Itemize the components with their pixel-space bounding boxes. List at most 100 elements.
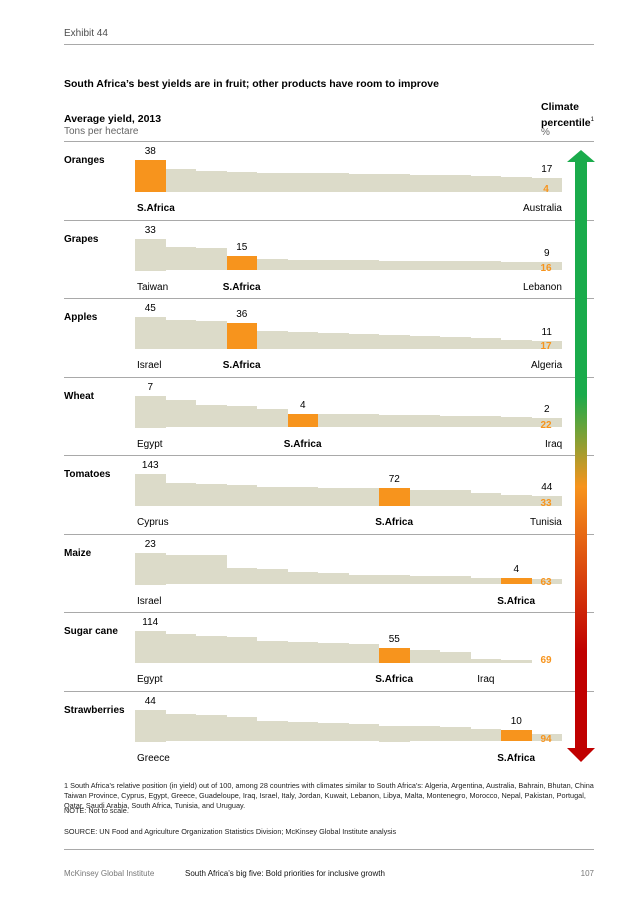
country-label: Iraq	[545, 438, 563, 450]
bar	[287, 331, 318, 349]
bar	[287, 642, 318, 663]
climate-unit-label: %	[541, 127, 550, 138]
country-label: Taiwan	[137, 281, 169, 293]
product-name: Maize	[64, 547, 92, 559]
section-divider	[64, 455, 594, 456]
climate-percentile-value: 94	[540, 733, 552, 745]
bar	[470, 577, 501, 585]
data-label: 2	[543, 404, 550, 416]
bar	[226, 716, 257, 742]
bar	[287, 413, 318, 428]
country-label: Cyprus	[137, 517, 169, 528]
bar	[318, 333, 349, 349]
bar	[135, 474, 166, 506]
bar	[379, 574, 410, 585]
bar	[348, 414, 379, 428]
data-label: 9	[543, 247, 550, 259]
bar	[501, 339, 532, 349]
section-divider	[64, 219, 594, 221]
bar	[135, 238, 166, 271]
country-label: S.Africa	[497, 595, 536, 607]
data-label: 7	[147, 381, 154, 393]
bar	[348, 259, 379, 271]
bar	[348, 488, 379, 506]
data-label: 44	[144, 695, 156, 707]
data-label: 143	[141, 460, 159, 471]
bar	[196, 483, 227, 506]
bar	[318, 173, 349, 192]
bar	[470, 176, 501, 192]
bar	[440, 175, 471, 192]
data-label: 4	[299, 399, 306, 411]
bar	[440, 336, 471, 349]
country-label: S.Africa	[283, 438, 322, 450]
bar	[196, 170, 227, 192]
bar	[318, 573, 349, 585]
section-divider	[64, 612, 594, 613]
bar	[318, 487, 349, 506]
climate-percentile-label: Climate percentile1	[541, 101, 611, 130]
country-label: Lebanon	[523, 281, 562, 293]
climate-percentile-value: 69	[540, 655, 552, 666]
country-label: Egypt	[137, 438, 163, 450]
footer-publisher: McKinsey Global Institute	[64, 869, 155, 878]
bar	[226, 406, 257, 428]
bar	[226, 636, 257, 663]
product-name: Sugar cane	[64, 626, 118, 637]
product-name: Apples	[64, 312, 98, 323]
climate-footnote-mark: 1	[590, 117, 594, 123]
bar	[501, 729, 532, 742]
climate-percentile-value: 22	[540, 419, 552, 431]
bar	[165, 319, 196, 349]
bar	[440, 260, 471, 271]
bar	[165, 634, 196, 663]
bar	[409, 336, 440, 349]
bar	[531, 734, 562, 742]
bar	[287, 571, 318, 585]
bar	[409, 726, 440, 742]
data-label: 17	[541, 163, 553, 175]
data-label: 44	[541, 482, 553, 494]
bar	[226, 567, 257, 585]
bar	[318, 722, 349, 742]
country-label: Egypt	[137, 674, 163, 685]
bar	[257, 721, 288, 742]
bar	[226, 255, 257, 271]
section-divider	[64, 533, 594, 535]
bar	[531, 578, 562, 585]
exhibit-label: Exhibit 44	[64, 28, 108, 39]
data-label: 10	[510, 715, 522, 727]
bar	[501, 261, 532, 271]
country-label: Iraq	[477, 674, 495, 685]
country-label: Greece	[137, 752, 170, 764]
product-name: Tomatoes	[64, 469, 111, 480]
bar	[135, 317, 166, 349]
bar	[196, 715, 227, 742]
section-divider	[64, 376, 594, 378]
bar	[501, 176, 532, 192]
bar	[470, 492, 501, 506]
bar	[379, 260, 410, 271]
bar	[135, 631, 166, 663]
bar	[135, 160, 166, 192]
bar	[409, 576, 440, 585]
country-label: S.Africa	[375, 517, 414, 528]
data-label: 38	[144, 146, 156, 157]
bar	[196, 635, 227, 663]
climate-percentile-value: 4	[543, 184, 549, 195]
bar	[257, 486, 288, 506]
bar	[165, 169, 196, 192]
note: NOTE: Not to scale.	[64, 806, 129, 815]
country-label: Algeria	[531, 360, 563, 371]
bar	[318, 413, 349, 428]
section-divider	[64, 298, 594, 299]
data-label: 114	[142, 617, 159, 628]
bar	[379, 488, 410, 506]
exhibit-title: South Africa’s best yields are in fruit;…	[64, 78, 439, 90]
country-label: Australia	[523, 203, 562, 214]
data-label: 36	[236, 309, 248, 321]
bar	[470, 416, 501, 428]
bar	[348, 643, 379, 663]
bar	[165, 400, 196, 428]
bar	[226, 171, 257, 192]
